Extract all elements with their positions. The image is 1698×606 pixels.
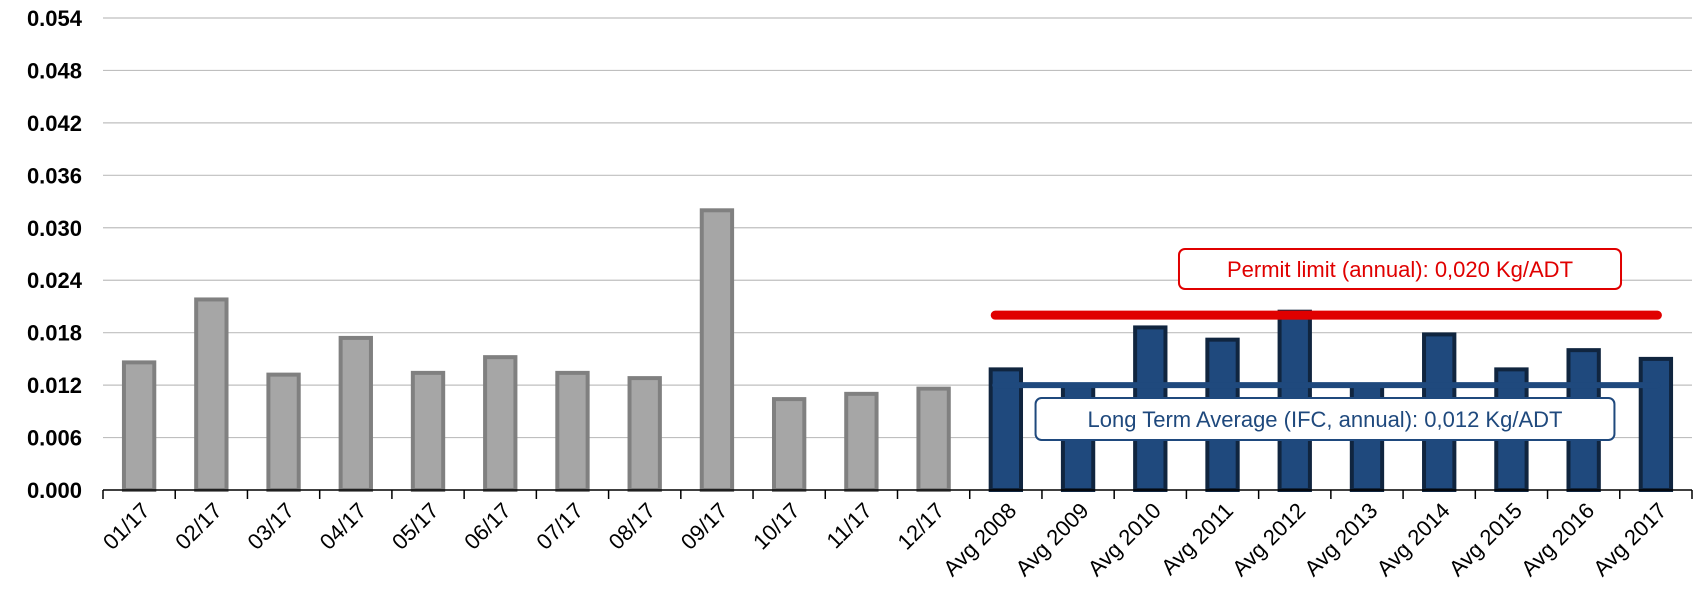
x-tick-label: Avg 2011 (1156, 498, 1238, 580)
monthly-bar (844, 391, 879, 492)
x-tick-label: 09/17 (676, 498, 733, 555)
y-tick-label: 0.012 (27, 373, 82, 398)
x-tick-label: Avg 2015 (1444, 498, 1527, 581)
y-tick-label: 0.000 (27, 478, 82, 503)
monthly-bar (194, 297, 229, 492)
x-tick-label: Avg 2013 (1299, 498, 1382, 581)
annual-average-bar (1638, 356, 1674, 492)
monthly-bar (121, 360, 157, 493)
x-tick-label: 02/17 (170, 498, 227, 555)
y-tick-label: 0.024 (27, 268, 83, 293)
monthly-bar (771, 397, 807, 492)
x-tick-label: Avg 2012 (1227, 498, 1310, 581)
long-term-average-label-box (1034, 397, 1616, 441)
permit-limit-label-box (1177, 248, 1623, 290)
x-tick-label: 05/17 (387, 498, 444, 555)
y-tick-label: 0.030 (27, 216, 82, 241)
x-tick-label: Avg 2016 (1516, 498, 1599, 581)
permit-limit-label: Permit limit (annual): 0,020 Kg/ADT (1227, 257, 1573, 282)
x-tick-label: 08/17 (604, 498, 661, 555)
x-tick-label: 06/17 (459, 498, 516, 555)
x-tick-label: 11/17 (821, 498, 876, 553)
x-tick-label: 12/17 (893, 498, 950, 555)
monthly-bar (627, 376, 662, 493)
y-tick-label: 0.036 (27, 163, 82, 188)
x-tick-label: 04/17 (315, 498, 372, 555)
monthly-bar (266, 372, 301, 492)
x-tick-label: 01/17 (98, 498, 155, 555)
y-tick-label: 0.054 (27, 6, 83, 31)
x-tick-label: Avg 2008 (938, 498, 1021, 581)
x-tick-label: Avg 2017 (1588, 498, 1671, 581)
x-tick-label: 10/17 (748, 498, 805, 555)
x-tick-label: Avg 2010 (1083, 498, 1166, 581)
x-tick-label: 03/17 (242, 498, 299, 555)
x-tick-label: Avg 2014 (1372, 498, 1455, 581)
monthly-bar (555, 370, 590, 493)
monthly-bar (338, 335, 373, 492)
x-tick-label: 07/17 (531, 498, 588, 555)
y-tick-label: 0.018 (27, 321, 82, 346)
y-tick-label: 0.042 (27, 111, 82, 136)
monthly-bar (916, 386, 951, 493)
annual-average-bar (988, 367, 1024, 492)
x-tick-label: Avg 2009 (1010, 498, 1093, 581)
y-axis-tick-labels: 0.000 0.006 0.012 0.018 0.024 0.030 0.036 0.042… (27, 6, 83, 503)
monthly-bar (483, 355, 518, 492)
long-term-average-label: Long Term Average (IFC, annual): 0,012 K… (1088, 407, 1563, 432)
x-axis-tick-labels: 01/17 02/17 03/17 04/17 05/17 06/17 07/17 08/17… (98, 498, 1671, 581)
monthly-bar (410, 370, 446, 493)
reference-lines: Permit limit (annual): 0,020 Kg/ADT Long… (990, 248, 1662, 441)
y-tick-label: 0.006 (27, 426, 82, 451)
x-axis (102, 489, 1693, 499)
monthly-bar (699, 208, 735, 492)
y-tick-label: 0.048 (27, 58, 82, 83)
